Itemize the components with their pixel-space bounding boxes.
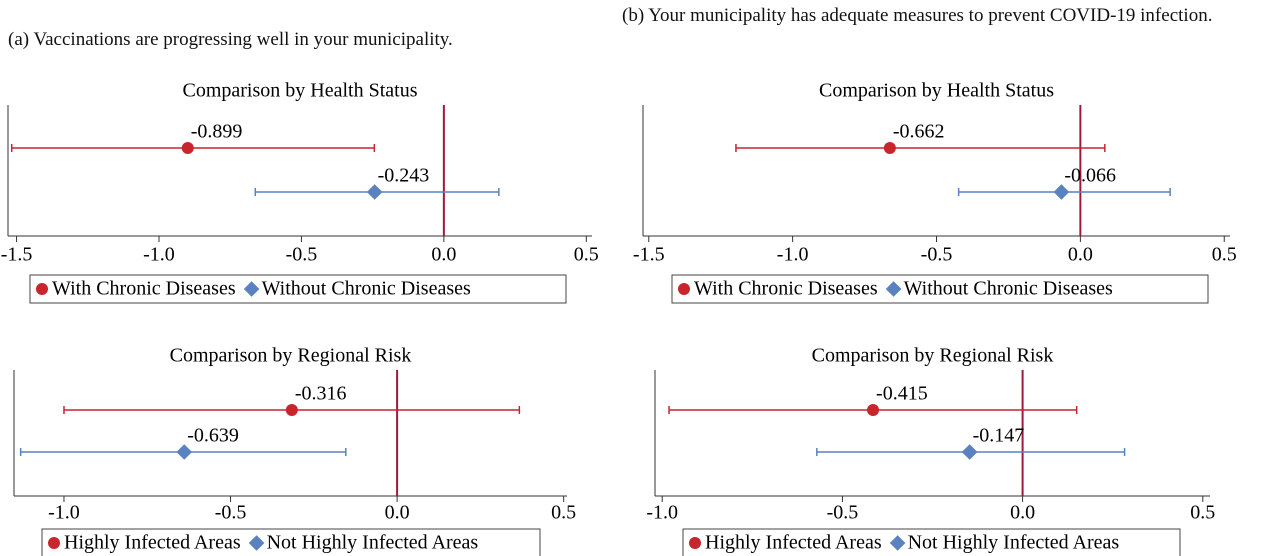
- point: [176, 444, 193, 460]
- legend-marker: [689, 537, 701, 549]
- legend-label: Without Chronic Diseases: [262, 278, 471, 300]
- legend-marker: [36, 283, 48, 295]
- chart-title: Comparison by Health Status: [819, 80, 1054, 102]
- value-label: -0.899: [191, 121, 243, 143]
- legend-label: Not Highly Infected Areas: [908, 532, 1120, 554]
- x-tick-label: 0.5: [1190, 502, 1215, 524]
- x-tick-label: -1.0: [777, 244, 809, 266]
- value-label: -0.066: [1064, 165, 1116, 187]
- point: [883, 142, 896, 154]
- value-label: -0.243: [378, 165, 430, 187]
- legend-marker: [243, 281, 260, 297]
- legend-label: With Chronic Diseases: [52, 278, 236, 300]
- legend-label: Highly Infected Areas: [705, 532, 882, 554]
- x-tick-label: 0.0: [1010, 502, 1035, 524]
- x-tick-label: -1.0: [48, 502, 80, 524]
- legend-label: Highly Infected Areas: [64, 532, 241, 554]
- value-label: -0.639: [187, 425, 239, 447]
- x-tick-label: 0.0: [1068, 244, 1093, 266]
- legend-box: [671, 274, 1209, 304]
- panel-caption: (b) Your municipality has adequate measu…: [622, 5, 1213, 26]
- legend-box: [29, 274, 567, 304]
- legend-marker: [889, 535, 906, 551]
- legend-label: With Chronic Diseases: [694, 278, 878, 300]
- legend-label: Without Chronic Diseases: [904, 278, 1113, 300]
- x-tick-label: -1.0: [646, 502, 678, 524]
- point: [285, 404, 298, 416]
- point: [961, 444, 978, 460]
- x-tick-label: -0.5: [827, 502, 859, 524]
- legend-box: [41, 528, 541, 556]
- x-tick-label: -0.5: [215, 502, 247, 524]
- point: [867, 404, 880, 416]
- chart-title: Comparison by Regional Risk: [170, 345, 412, 367]
- value-label: -0.415: [876, 383, 928, 405]
- legend-marker: [885, 281, 902, 297]
- value-label: -0.662: [893, 121, 945, 143]
- legend-marker: [48, 537, 60, 549]
- value-label: -0.316: [295, 383, 347, 405]
- legend-box: [682, 528, 1181, 556]
- point: [1053, 184, 1070, 200]
- value-label: -0.147: [973, 425, 1025, 447]
- point: [366, 184, 383, 200]
- x-tick-label: 0.5: [551, 502, 576, 524]
- x-tick-label: -0.5: [286, 244, 318, 266]
- chart-title: Comparison by Health Status: [183, 80, 418, 102]
- x-tick-label: 0.5: [1212, 244, 1237, 266]
- legend-marker: [678, 283, 690, 295]
- x-tick-label: 0.5: [574, 244, 599, 266]
- x-tick-label: -1.5: [1, 244, 33, 266]
- x-tick-label: -1.5: [633, 244, 665, 266]
- x-tick-label: 0.0: [431, 244, 456, 266]
- chart-title: Comparison by Regional Risk: [812, 345, 1054, 367]
- point: [181, 142, 194, 154]
- x-tick-label: -1.0: [143, 244, 175, 266]
- x-tick-label: 0.0: [385, 502, 410, 524]
- legend-label: Not Highly Infected Areas: [267, 532, 479, 554]
- panel-caption: (a) Vaccinations are progressing well in…: [8, 29, 453, 50]
- legend-marker: [248, 535, 265, 551]
- x-tick-label: -0.5: [921, 244, 953, 266]
